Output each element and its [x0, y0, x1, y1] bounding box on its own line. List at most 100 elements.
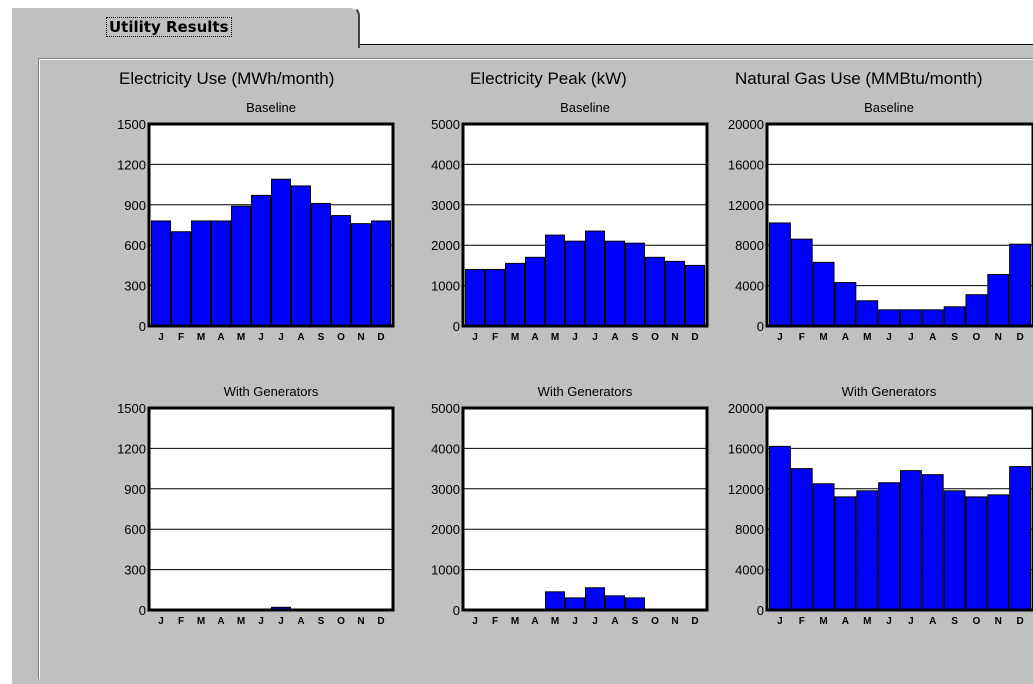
x-tick-label: J — [472, 616, 478, 627]
x-tick-label: A — [531, 332, 538, 343]
x-tick-label: A — [842, 332, 849, 343]
plot-frame — [765, 122, 1033, 328]
tab-utility-results[interactable]: Utility Results — [10, 6, 360, 48]
x-tick-label: F — [799, 616, 805, 627]
bar-o-10 — [331, 215, 351, 327]
x-tick-label: F — [799, 332, 805, 343]
bar-m-5 — [545, 591, 565, 611]
bar-n-11 — [987, 273, 1010, 327]
x-tick-label: J — [886, 332, 892, 343]
y-tick-label: 1200 — [117, 441, 146, 456]
x-tick-label: D — [377, 616, 384, 627]
bar-f-2 — [790, 238, 813, 327]
x-tick-label: J — [777, 332, 783, 343]
bar-o-10 — [965, 294, 988, 327]
bar-j-7 — [900, 309, 922, 327]
bar-j-6 — [251, 194, 271, 327]
bar-m-3 — [191, 220, 211, 327]
x-tick-label: S — [318, 332, 325, 343]
bar-s-9 — [625, 242, 645, 327]
bar-a-8 — [291, 185, 311, 327]
y-tick-label: 4000 — [431, 157, 460, 172]
bar-a-4 — [834, 282, 857, 327]
y-tick-label: 300 — [124, 563, 146, 578]
bar-m-3 — [505, 262, 525, 327]
x-tick-label: A — [217, 332, 224, 343]
x-tick-label: O — [651, 332, 659, 343]
bar-j-7 — [585, 587, 605, 611]
y-tick-label: 16000 — [728, 441, 764, 456]
bar-a-8 — [605, 240, 625, 327]
chart-subtitle: With Generators — [224, 384, 319, 399]
y-tick-label: 0 — [453, 603, 460, 618]
bar-f-2 — [790, 468, 813, 611]
x-tick-label: A — [217, 616, 224, 627]
chart-subtitle: With Generators — [842, 384, 937, 399]
x-tick-label: O — [973, 332, 981, 343]
x-tick-label: M — [197, 616, 205, 627]
bar-j-6 — [565, 597, 585, 611]
x-tick-label: N — [671, 616, 678, 627]
y-tick-label: 1000 — [431, 279, 460, 294]
y-tick-label: 0 — [757, 319, 764, 334]
plot-frame — [147, 406, 395, 612]
x-tick-label: J — [908, 332, 914, 343]
bar-m-5 — [856, 300, 879, 327]
x-tick-label: J — [258, 616, 264, 627]
bar-j-7 — [271, 178, 291, 327]
y-tick-label: 4000 — [735, 563, 764, 578]
bar-d-12 — [371, 220, 391, 327]
plot-area — [149, 408, 393, 610]
electricity-peak-title: Electricity Peak (kW) — [470, 69, 627, 88]
bar-j-7 — [900, 470, 922, 611]
x-tick-label: D — [1016, 332, 1023, 343]
x-tick-label: M — [511, 332, 519, 343]
y-tick-label: 600 — [124, 238, 146, 253]
plot-frame — [147, 122, 395, 328]
plot-frame — [461, 406, 709, 612]
x-tick-label: S — [951, 616, 958, 627]
x-tick-label: A — [531, 616, 538, 627]
x-tick-label: J — [572, 332, 578, 343]
x-tick-label: N — [995, 616, 1002, 627]
x-tick-label: M — [819, 332, 827, 343]
x-tick-label: F — [492, 332, 498, 343]
bar-j-7 — [585, 230, 605, 327]
x-tick-label: M — [511, 616, 519, 627]
bar-a-4 — [834, 496, 857, 611]
x-tick-label: M — [237, 332, 245, 343]
utility-charts: Baseline 0 300 600 900 1200 1500 J F M A M J J A S O N D Ba… — [117, 100, 1033, 627]
bar-j-1 — [151, 220, 171, 327]
plot-frame — [765, 406, 1033, 612]
x-tick-label: S — [951, 332, 958, 343]
x-tick-label: O — [651, 616, 659, 627]
bar-j-6 — [878, 309, 901, 327]
bar-m-5 — [545, 234, 565, 327]
y-tick-label: 300 — [124, 279, 146, 294]
y-tick-label: 4000 — [431, 441, 460, 456]
y-tick-label: 4000 — [735, 279, 764, 294]
bar-s-9 — [311, 202, 331, 327]
y-tick-label: 900 — [124, 198, 146, 213]
x-tick-label: J — [278, 332, 284, 343]
bar-j-6 — [878, 482, 901, 611]
bar-a-4 — [211, 220, 231, 327]
x-tick-label: M — [551, 332, 559, 343]
bar-o-10 — [645, 256, 665, 327]
tab-label: Utility Results — [106, 17, 232, 37]
bar-a-8 — [605, 595, 625, 611]
bar-s-9 — [943, 306, 966, 327]
y-tick-label: 3000 — [431, 198, 460, 213]
x-tick-label: J — [886, 616, 892, 627]
bar-d-12 — [685, 264, 705, 327]
bar-d-12 — [1009, 466, 1032, 611]
bar-f-2 — [171, 231, 191, 327]
x-tick-label: A — [929, 616, 936, 627]
x-tick-label: D — [377, 332, 384, 343]
x-tick-label: A — [297, 332, 304, 343]
x-tick-label: S — [632, 332, 639, 343]
x-tick-label: S — [632, 616, 639, 627]
y-tick-label: 12000 — [728, 482, 764, 497]
x-tick-label: J — [777, 616, 783, 627]
y-tick-label: 5000 — [431, 117, 460, 132]
